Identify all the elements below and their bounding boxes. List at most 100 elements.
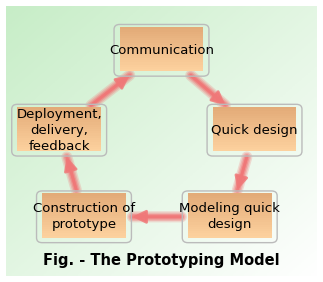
FancyBboxPatch shape: [120, 49, 203, 51]
FancyBboxPatch shape: [42, 231, 126, 233]
FancyBboxPatch shape: [17, 138, 101, 140]
FancyBboxPatch shape: [188, 202, 272, 205]
FancyBboxPatch shape: [188, 215, 272, 218]
FancyBboxPatch shape: [17, 107, 101, 109]
FancyBboxPatch shape: [213, 107, 297, 109]
FancyBboxPatch shape: [17, 116, 101, 118]
FancyBboxPatch shape: [120, 58, 203, 60]
FancyBboxPatch shape: [188, 222, 272, 224]
FancyBboxPatch shape: [120, 29, 203, 32]
FancyBboxPatch shape: [213, 124, 297, 127]
Text: Modeling quick
design: Modeling quick design: [179, 202, 280, 231]
FancyBboxPatch shape: [42, 215, 126, 218]
FancyBboxPatch shape: [17, 127, 101, 129]
FancyBboxPatch shape: [120, 62, 203, 65]
FancyBboxPatch shape: [42, 198, 126, 200]
Text: Deployment,
delivery,
feedback: Deployment, delivery, feedback: [16, 108, 102, 153]
FancyBboxPatch shape: [120, 47, 203, 49]
FancyBboxPatch shape: [188, 229, 272, 231]
FancyBboxPatch shape: [17, 111, 101, 114]
FancyBboxPatch shape: [120, 45, 203, 47]
FancyBboxPatch shape: [17, 142, 101, 145]
FancyBboxPatch shape: [42, 235, 126, 238]
FancyBboxPatch shape: [17, 129, 101, 131]
FancyBboxPatch shape: [120, 38, 203, 40]
FancyBboxPatch shape: [42, 200, 126, 202]
FancyBboxPatch shape: [188, 193, 272, 196]
FancyBboxPatch shape: [213, 144, 297, 147]
FancyBboxPatch shape: [213, 140, 297, 142]
FancyBboxPatch shape: [42, 207, 126, 209]
FancyBboxPatch shape: [120, 69, 203, 71]
FancyBboxPatch shape: [120, 42, 203, 45]
FancyBboxPatch shape: [120, 54, 203, 56]
FancyBboxPatch shape: [17, 131, 101, 133]
FancyBboxPatch shape: [17, 118, 101, 120]
FancyBboxPatch shape: [213, 122, 297, 125]
FancyBboxPatch shape: [17, 144, 101, 147]
FancyBboxPatch shape: [213, 149, 297, 151]
FancyBboxPatch shape: [213, 113, 297, 116]
FancyBboxPatch shape: [188, 209, 272, 211]
FancyBboxPatch shape: [213, 120, 297, 122]
FancyBboxPatch shape: [42, 226, 126, 229]
FancyBboxPatch shape: [42, 204, 126, 207]
FancyBboxPatch shape: [42, 224, 126, 227]
FancyBboxPatch shape: [17, 149, 101, 151]
FancyBboxPatch shape: [213, 109, 297, 111]
Text: Fig. - The Prototyping Model: Fig. - The Prototyping Model: [43, 253, 280, 268]
FancyBboxPatch shape: [42, 196, 126, 198]
FancyBboxPatch shape: [120, 31, 203, 34]
FancyBboxPatch shape: [120, 65, 203, 67]
FancyBboxPatch shape: [42, 222, 126, 224]
FancyBboxPatch shape: [17, 109, 101, 111]
FancyBboxPatch shape: [213, 116, 297, 118]
FancyBboxPatch shape: [213, 129, 297, 131]
FancyBboxPatch shape: [42, 220, 126, 222]
FancyBboxPatch shape: [188, 235, 272, 238]
FancyBboxPatch shape: [120, 51, 203, 54]
FancyBboxPatch shape: [120, 27, 203, 29]
FancyBboxPatch shape: [213, 136, 297, 138]
FancyBboxPatch shape: [17, 124, 101, 127]
FancyBboxPatch shape: [188, 211, 272, 213]
FancyBboxPatch shape: [213, 142, 297, 145]
FancyBboxPatch shape: [188, 204, 272, 207]
FancyBboxPatch shape: [188, 213, 272, 216]
FancyBboxPatch shape: [42, 233, 126, 235]
FancyBboxPatch shape: [42, 202, 126, 205]
FancyBboxPatch shape: [213, 131, 297, 133]
FancyBboxPatch shape: [188, 220, 272, 222]
FancyBboxPatch shape: [213, 133, 297, 136]
FancyBboxPatch shape: [120, 67, 203, 69]
FancyBboxPatch shape: [213, 127, 297, 129]
FancyBboxPatch shape: [213, 118, 297, 120]
FancyBboxPatch shape: [42, 213, 126, 216]
FancyBboxPatch shape: [188, 196, 272, 198]
FancyBboxPatch shape: [120, 60, 203, 62]
FancyBboxPatch shape: [188, 198, 272, 200]
FancyBboxPatch shape: [120, 34, 203, 36]
FancyBboxPatch shape: [188, 218, 272, 220]
FancyBboxPatch shape: [42, 229, 126, 231]
FancyBboxPatch shape: [120, 40, 203, 43]
FancyBboxPatch shape: [42, 209, 126, 211]
FancyBboxPatch shape: [42, 211, 126, 213]
FancyBboxPatch shape: [213, 111, 297, 114]
FancyBboxPatch shape: [120, 36, 203, 38]
FancyBboxPatch shape: [188, 224, 272, 227]
FancyBboxPatch shape: [17, 113, 101, 116]
FancyBboxPatch shape: [188, 226, 272, 229]
FancyBboxPatch shape: [188, 233, 272, 235]
FancyBboxPatch shape: [17, 122, 101, 125]
Text: Quick design: Quick design: [211, 124, 298, 137]
FancyBboxPatch shape: [188, 207, 272, 209]
FancyBboxPatch shape: [17, 133, 101, 136]
FancyBboxPatch shape: [213, 147, 297, 149]
FancyBboxPatch shape: [42, 193, 126, 196]
FancyBboxPatch shape: [42, 218, 126, 220]
FancyBboxPatch shape: [17, 147, 101, 149]
FancyBboxPatch shape: [17, 140, 101, 142]
FancyBboxPatch shape: [213, 138, 297, 140]
FancyBboxPatch shape: [17, 120, 101, 122]
